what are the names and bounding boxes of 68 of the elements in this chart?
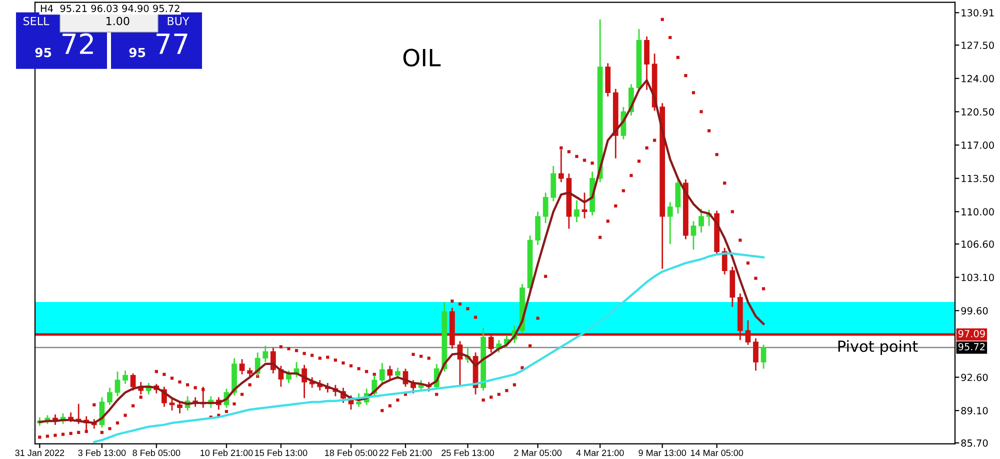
y-tick-label: 89.10 xyxy=(961,407,988,414)
y-tick-label: 106.60 xyxy=(962,240,994,248)
candlestick xyxy=(753,338,758,372)
candlestick xyxy=(395,367,400,380)
ref-line-label: Pivot point xyxy=(838,340,918,355)
candlestick xyxy=(169,397,175,412)
candlestick xyxy=(107,387,112,406)
y-tick-label: 117.00 xyxy=(962,142,994,149)
y-tick-label: 85.70 xyxy=(961,439,988,447)
x-tick-label: 2 Mar 05:00 xyxy=(514,450,562,456)
candlestick xyxy=(698,208,704,234)
annotation: 72 xyxy=(62,33,93,54)
candlestick xyxy=(542,192,548,224)
candlestick xyxy=(550,165,556,202)
annotation: 95 xyxy=(35,48,52,58)
candlestick xyxy=(387,365,393,380)
candlestick xyxy=(574,200,580,223)
annotation: 97.09 xyxy=(958,330,985,338)
candlestick xyxy=(722,247,728,276)
candlestick xyxy=(410,379,416,394)
annotation: H4 95.21 96.03 94.90 95.72 xyxy=(40,4,180,12)
annotation: 77 xyxy=(156,34,188,54)
x-tick-label: 14 Mar 05:00 xyxy=(690,450,744,456)
candlestick xyxy=(675,176,681,214)
y-tick-label: 130.91 xyxy=(962,9,994,16)
text: OIL xyxy=(403,48,441,67)
candlestick xyxy=(130,372,136,392)
y-tick-label: 113.50 xyxy=(962,174,994,182)
annotation: 95.72 xyxy=(958,343,985,350)
x-tick-label: 3 Feb 13:00 xyxy=(78,449,126,456)
candlestick xyxy=(667,201,673,245)
x-tick-label: 25 Feb 13:00 xyxy=(442,449,494,456)
annotation: SELL xyxy=(24,16,50,26)
annotation: BUY xyxy=(168,16,190,26)
candlestick xyxy=(286,370,292,384)
candlestick xyxy=(114,370,120,397)
candlestick xyxy=(177,401,182,414)
x-tick-label: 18 Feb 05:00 xyxy=(325,449,378,456)
candlestick xyxy=(558,149,564,183)
y-tick-label: 127.50 xyxy=(962,42,994,49)
x-tick-label: 31 Jan 2022 xyxy=(15,450,64,456)
annotation: 1.00 xyxy=(106,16,130,26)
candlestick xyxy=(582,192,588,220)
line-series xyxy=(38,79,765,424)
y-tick-label: 110.00 xyxy=(962,208,994,216)
candlestick xyxy=(356,392,362,408)
x-tick-label: 8 Feb 05:00 xyxy=(132,449,180,456)
candlestick xyxy=(247,367,253,378)
x-tick-label: 22 Feb 21:00 xyxy=(379,449,432,456)
x-tick-label: 4 Mar 21:00 xyxy=(576,450,624,456)
line-series xyxy=(93,252,765,444)
candlestick xyxy=(262,345,268,363)
candlestick xyxy=(690,220,696,250)
y-tick-label: 124.00 xyxy=(962,74,994,82)
x-tick-label: 9 Mar 13:00 xyxy=(638,450,686,456)
y-tick-label: 99.60 xyxy=(961,307,988,314)
candlestick xyxy=(122,370,128,385)
candlestick xyxy=(239,358,245,376)
x-tick-label: 15 Feb 13:00 xyxy=(255,449,308,456)
candlestick xyxy=(379,362,385,384)
y-tick-label: 92.60 xyxy=(961,374,988,382)
candlestick xyxy=(760,344,766,370)
x-tick-label: 10 Feb 21:00 xyxy=(200,449,253,456)
annotation: 95 xyxy=(129,48,146,58)
y-tick-label: 103.10 xyxy=(962,274,994,282)
candlestick xyxy=(644,36,650,91)
candlestick xyxy=(535,210,540,246)
y-tick-label: 120.50 xyxy=(962,108,994,116)
